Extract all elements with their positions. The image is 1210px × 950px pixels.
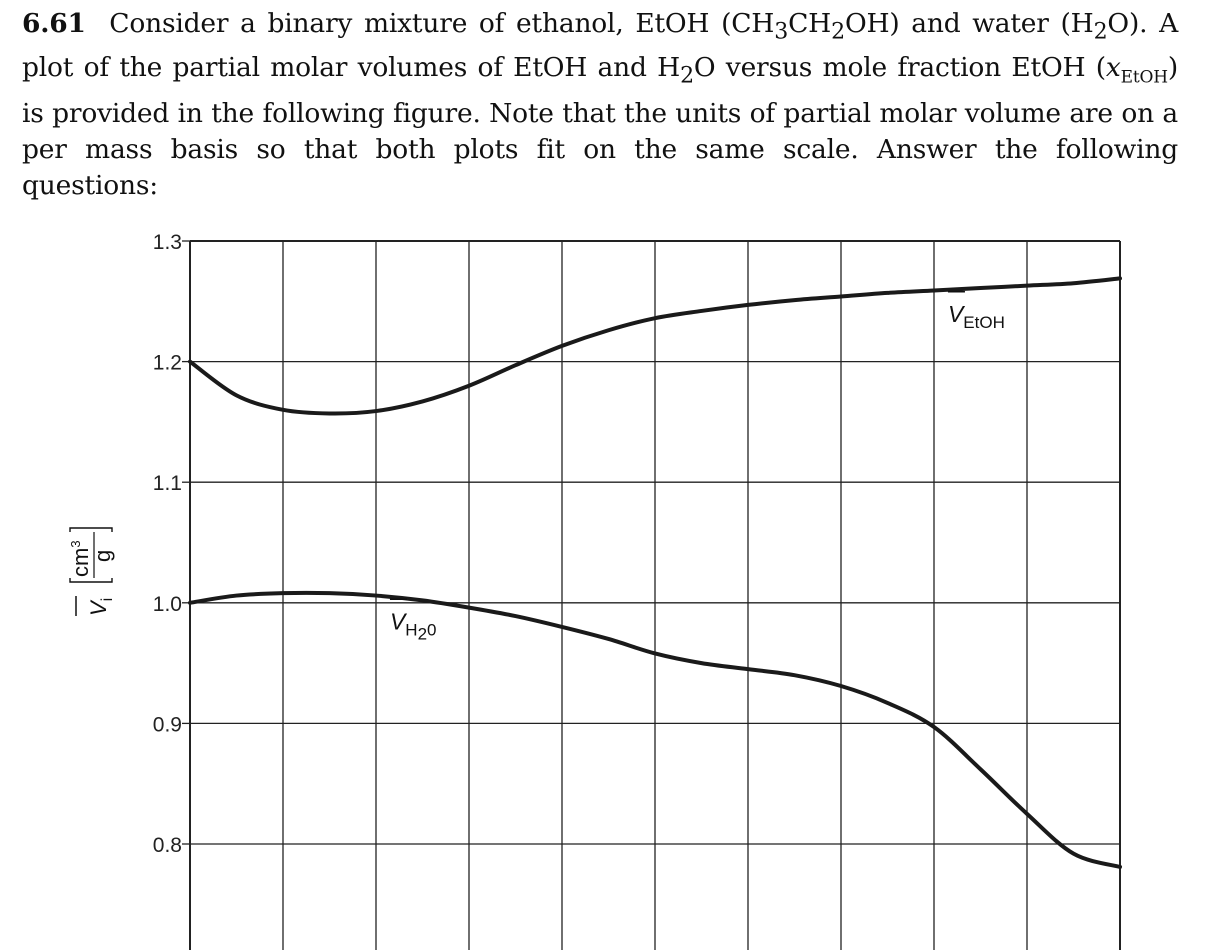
chart-grid bbox=[189, 240, 1121, 950]
subscript: 2 bbox=[680, 63, 694, 89]
chart-curves bbox=[188, 276, 1122, 869]
svg-text:VEtOH: VEtOH bbox=[948, 301, 1005, 332]
problem-text-1: Consider a binary mixture of ethanol, Et… bbox=[109, 8, 775, 39]
label-v-h2o-sub: H bbox=[405, 620, 417, 639]
label-v-etoh-sub: EtOH bbox=[963, 313, 1005, 332]
series-line-v-etoh bbox=[188, 276, 1122, 416]
ylabel-unit-exp: 3 bbox=[68, 540, 83, 547]
y-axis-label: Vi cm3 g bbox=[68, 527, 116, 616]
problem-number: 6.61 bbox=[22, 8, 86, 39]
label-v-etoh: VEtOH bbox=[947, 290, 1005, 332]
label-v-h2o-sub-end: 0 bbox=[427, 620, 436, 639]
svg-text:Vi: Vi bbox=[86, 598, 116, 616]
problem-text-3: OH) and water (H bbox=[844, 8, 1094, 39]
y-tick-label: 1.2 bbox=[153, 352, 182, 375]
mole-fraction-symbol: x bbox=[1105, 52, 1121, 84]
series-line-v-h2o bbox=[188, 590, 1122, 869]
subscript: 2 bbox=[1093, 19, 1108, 45]
y-tick-label: 1.0 bbox=[153, 593, 182, 616]
mole-fraction-subscript: EtOH bbox=[1120, 67, 1168, 88]
ylabel-unit-num: cm bbox=[68, 548, 93, 577]
y-tick-label: 0.9 bbox=[153, 713, 182, 736]
svg-text:VH20: VH20 bbox=[390, 608, 437, 643]
problem-text-6: ) is provided in the following figure. N… bbox=[22, 52, 1178, 201]
label-v-h2o: VH20 bbox=[389, 598, 437, 643]
y-tick-label: 1.3 bbox=[153, 231, 182, 254]
label-v-h2o-sub-2: 2 bbox=[418, 624, 427, 643]
ylabel-subscript: i bbox=[99, 598, 116, 602]
label-v-etoh-main: V bbox=[948, 301, 966, 327]
ylabel-unit-den: g bbox=[90, 550, 115, 562]
subscript: 3 bbox=[774, 19, 789, 45]
problem-text-5: O versus mole fraction EtOH ( bbox=[693, 52, 1106, 84]
problem-text-4: O). A plot of the partial molar volumes … bbox=[22, 8, 1179, 84]
y-tick-label: 1.1 bbox=[153, 472, 182, 495]
svg-text:cm3: cm3 bbox=[68, 540, 93, 577]
problem-statement: 6.61 Consider a binary mixture of ethano… bbox=[22, 6, 1178, 204]
subscript: 2 bbox=[831, 19, 845, 45]
y-tick-label: 0.8 bbox=[153, 834, 182, 857]
ylabel-symbol: V bbox=[86, 599, 111, 616]
y-axis-ticks: 1.3 1.2 1.1 1.0 0.9 0.8 bbox=[153, 231, 190, 857]
problem-text-2: CH bbox=[788, 8, 832, 39]
label-v-h2o-main: V bbox=[390, 608, 408, 634]
